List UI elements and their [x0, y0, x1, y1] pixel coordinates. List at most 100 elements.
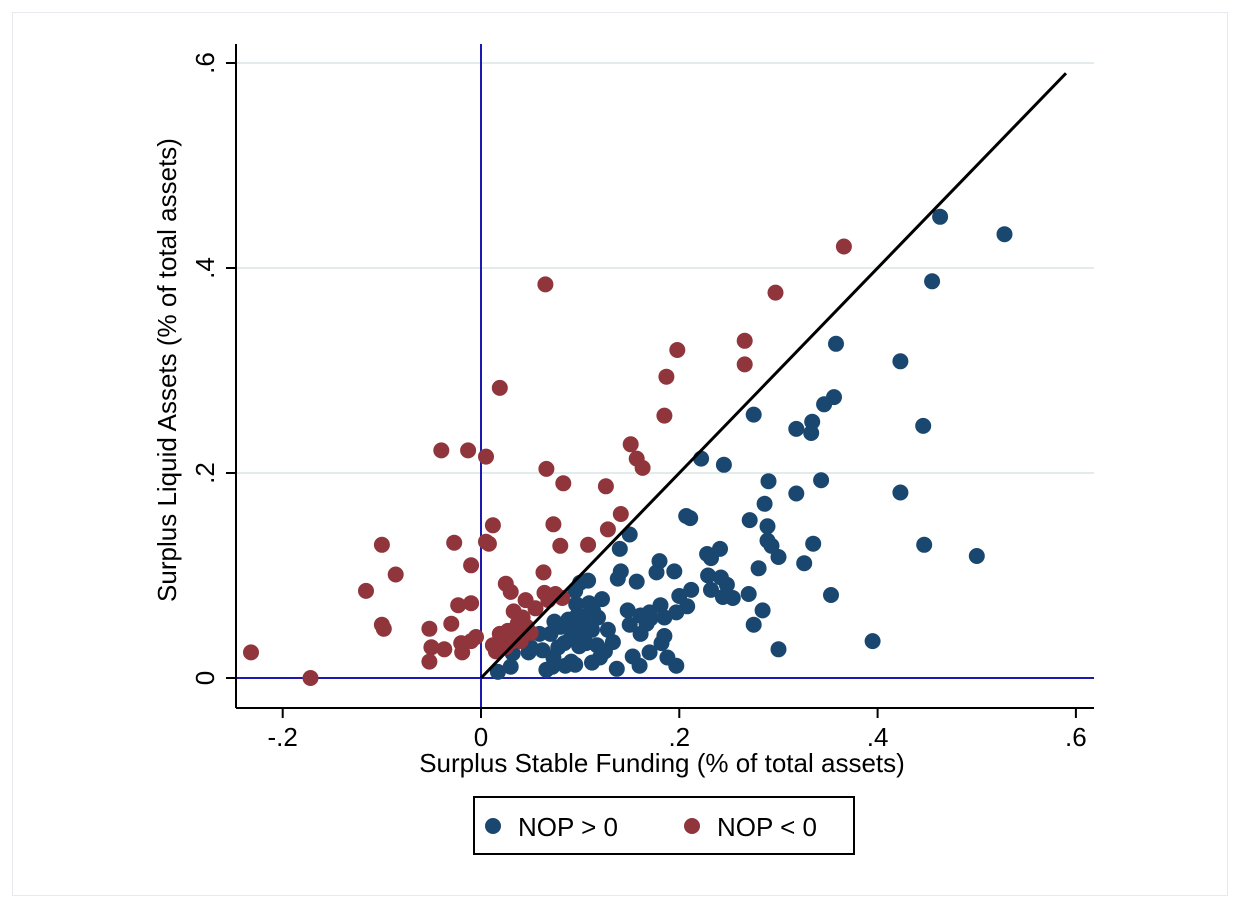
point-s0-40 — [700, 567, 717, 584]
point-s0-83 — [632, 625, 649, 642]
point-s1-46 — [375, 620, 392, 637]
point-s1-40 — [450, 597, 467, 614]
point-s0-47 — [703, 581, 719, 598]
point-s0-0 — [932, 208, 949, 225]
point-s0-66 — [656, 609, 673, 626]
point-s0-68 — [577, 608, 594, 625]
point-s1-11 — [460, 442, 477, 459]
point-s1-4 — [669, 342, 686, 358]
point-s0-35 — [796, 555, 813, 572]
point-s1-20 — [545, 516, 562, 533]
point-s0-91 — [653, 635, 670, 652]
point-s1-64 — [487, 643, 504, 660]
data-points — [243, 208, 1013, 686]
point-s1-63 — [454, 644, 471, 661]
point-s0-18 — [756, 495, 773, 512]
point-s1-2 — [767, 284, 784, 301]
point-s0-49 — [683, 581, 700, 598]
point-s0-109 — [631, 657, 648, 674]
point-s0-43 — [628, 573, 645, 590]
point-s0-70 — [590, 609, 606, 626]
point-s1-7 — [491, 379, 508, 396]
point-s1-22 — [446, 534, 463, 551]
point-s1-32 — [358, 582, 374, 599]
diagonal-line-group — [479, 72, 1068, 680]
point-s1-33 — [502, 583, 519, 600]
point-s1-6 — [658, 368, 675, 385]
point-s0-73 — [621, 616, 638, 633]
point-s0-99 — [641, 644, 658, 661]
point-s0-13 — [715, 456, 732, 473]
point-s1-3 — [736, 332, 753, 349]
point-s0-8 — [745, 406, 762, 423]
point-s0-45 — [580, 572, 597, 589]
point-s0-5 — [915, 417, 932, 434]
point-s1-24 — [480, 535, 497, 552]
point-s0-48 — [718, 576, 735, 593]
legend-marker-nop-positive — [485, 818, 501, 834]
point-s0-63 — [619, 602, 636, 619]
point-s0-108 — [608, 660, 625, 677]
point-s0-53 — [823, 587, 839, 603]
x-tick-label-3: .4 — [867, 722, 889, 752]
legend-marker-nop-negative — [684, 818, 700, 834]
point-s0-55 — [594, 591, 610, 608]
point-s0-75 — [642, 610, 659, 627]
point-s0-118 — [592, 649, 608, 666]
point-s1-25 — [580, 536, 597, 553]
x-tick-label-2: .2 — [668, 722, 690, 752]
point-s0-33 — [703, 550, 719, 567]
point-s0-20 — [682, 510, 699, 527]
point-s1-58 — [512, 633, 529, 650]
y-tick-label-2: .4 — [190, 257, 220, 279]
point-s1-9 — [622, 436, 639, 453]
series-0 — [489, 208, 1013, 680]
point-s0-25 — [916, 536, 933, 553]
point-s0-12 — [693, 450, 710, 467]
point-s1-61 — [423, 639, 440, 656]
series-1 — [243, 238, 852, 686]
y-tick-label-1: .2 — [190, 462, 220, 484]
point-s1-30 — [387, 566, 404, 583]
point-s0-117 — [578, 635, 595, 652]
point-s0-116 — [564, 612, 581, 629]
point-s0-110 — [668, 657, 685, 674]
point-s0-16 — [892, 484, 909, 501]
point-s1-41 — [527, 600, 544, 617]
point-s0-112 — [538, 661, 555, 678]
point-s0-11 — [803, 425, 820, 441]
point-s1-27 — [552, 537, 569, 554]
legend-label-nop-positive: NOP > 0 — [518, 812, 618, 842]
point-s0-27 — [805, 535, 822, 552]
reference-lines — [236, 44, 1094, 708]
point-s0-28 — [611, 540, 628, 557]
point-s0-15 — [760, 473, 777, 490]
legend-box — [473, 796, 855, 855]
point-s0-78 — [599, 621, 616, 638]
point-s1-47 — [421, 620, 438, 637]
y-tick-label-0: 0 — [190, 671, 220, 685]
point-s1-29 — [535, 564, 552, 581]
point-s1-19 — [484, 517, 501, 534]
point-s1-16 — [555, 475, 572, 492]
point-s1-56 — [463, 633, 480, 650]
point-s1-12 — [478, 448, 494, 465]
point-s0-76 — [745, 616, 762, 633]
y-axis-title: Surplus Liquid Assets (% of total assets… — [152, 138, 182, 602]
point-s1-39 — [463, 595, 480, 612]
legend-label-nop-negative: NOP < 0 — [717, 812, 817, 842]
point-s0-21 — [741, 512, 758, 529]
x-axis-title: Surplus Stable Funding (% of total asset… — [419, 748, 905, 778]
x-tick-label-4: .6 — [1065, 722, 1087, 752]
point-s0-10 — [788, 420, 805, 437]
point-s0-111 — [502, 658, 519, 675]
point-s1-14 — [634, 459, 651, 476]
point-s1-1 — [537, 276, 554, 293]
point-s1-66 — [421, 653, 438, 670]
point-s0-31 — [770, 549, 787, 565]
point-s0-52 — [740, 586, 757, 602]
x-tick-label-1: 0 — [474, 722, 488, 752]
point-s0-61 — [679, 598, 696, 615]
point-s0-2 — [924, 273, 941, 290]
point-s1-65 — [243, 644, 259, 661]
